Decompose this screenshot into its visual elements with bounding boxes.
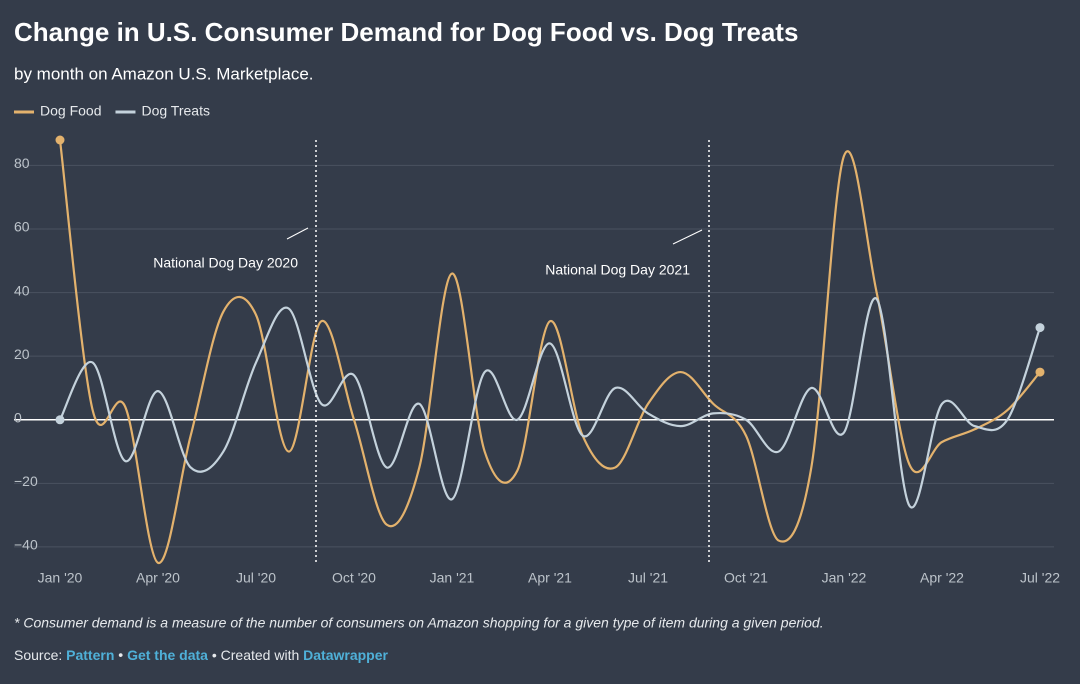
end-point — [1035, 367, 1045, 377]
y-tick-label: 0 — [14, 409, 22, 425]
x-tick-label: Oct '20 — [332, 570, 376, 586]
x-tick-label: Jan '22 — [822, 570, 867, 586]
chart-subtitle: by month on Amazon U.S. Marketplace. — [14, 64, 314, 83]
x-tick-label: Apr '20 — [136, 570, 180, 586]
y-tick-label: 40 — [14, 282, 30, 298]
y-tick-label: 60 — [14, 219, 30, 235]
series-line — [59, 297, 1042, 509]
source: Source: Pattern • Get the data • Created… — [14, 647, 388, 663]
created-with: • Created with — [212, 647, 299, 663]
end-point — [55, 415, 65, 425]
x-tick-label: Apr '21 — [528, 570, 572, 586]
y-tick-label: −20 — [14, 473, 38, 489]
end-point — [55, 135, 65, 145]
annotation: National Dog Day 2021 — [545, 262, 690, 278]
x-tick-label: Jul '22 — [1020, 570, 1060, 586]
source-prefix: Source: — [14, 647, 62, 663]
x-tick-label: Jan '21 — [430, 570, 475, 586]
chart-title: Change in U.S. Consumer Demand for Dog F… — [14, 17, 798, 47]
x-tick-label: Jan '20 — [38, 570, 83, 586]
annotation: National Dog Day 2020 — [153, 255, 298, 271]
legend-label: Dog Food — [40, 103, 101, 119]
tool-link[interactable]: Datawrapper — [303, 647, 388, 663]
x-tick-label: Oct '21 — [724, 570, 768, 586]
x-tick-label: Jul '21 — [628, 570, 668, 586]
x-tick-label: Jul '20 — [236, 570, 276, 586]
data-link[interactable]: Get the data — [127, 647, 208, 663]
legend: Dog Food Dog Treats — [14, 103, 210, 119]
y-tick-label: 20 — [14, 346, 30, 362]
y-tick-label: −40 — [14, 537, 38, 553]
series-line — [58, 139, 1041, 564]
annotation-arrow — [286, 227, 309, 240]
source-link[interactable]: Pattern — [66, 647, 114, 663]
plot: −40 −20 0 20 40 60 80 Jan '20 Apr '20 Jul '20 Oct … — [14, 135, 1060, 586]
annotation-arrow — [672, 229, 703, 245]
y-tick-label: 80 — [14, 155, 30, 171]
end-point — [1035, 323, 1045, 333]
x-tick-label: Apr '22 — [920, 570, 964, 586]
legend-label: Dog Treats — [141, 103, 209, 119]
note: * Consumer demand is a measure of the nu… — [14, 615, 824, 631]
